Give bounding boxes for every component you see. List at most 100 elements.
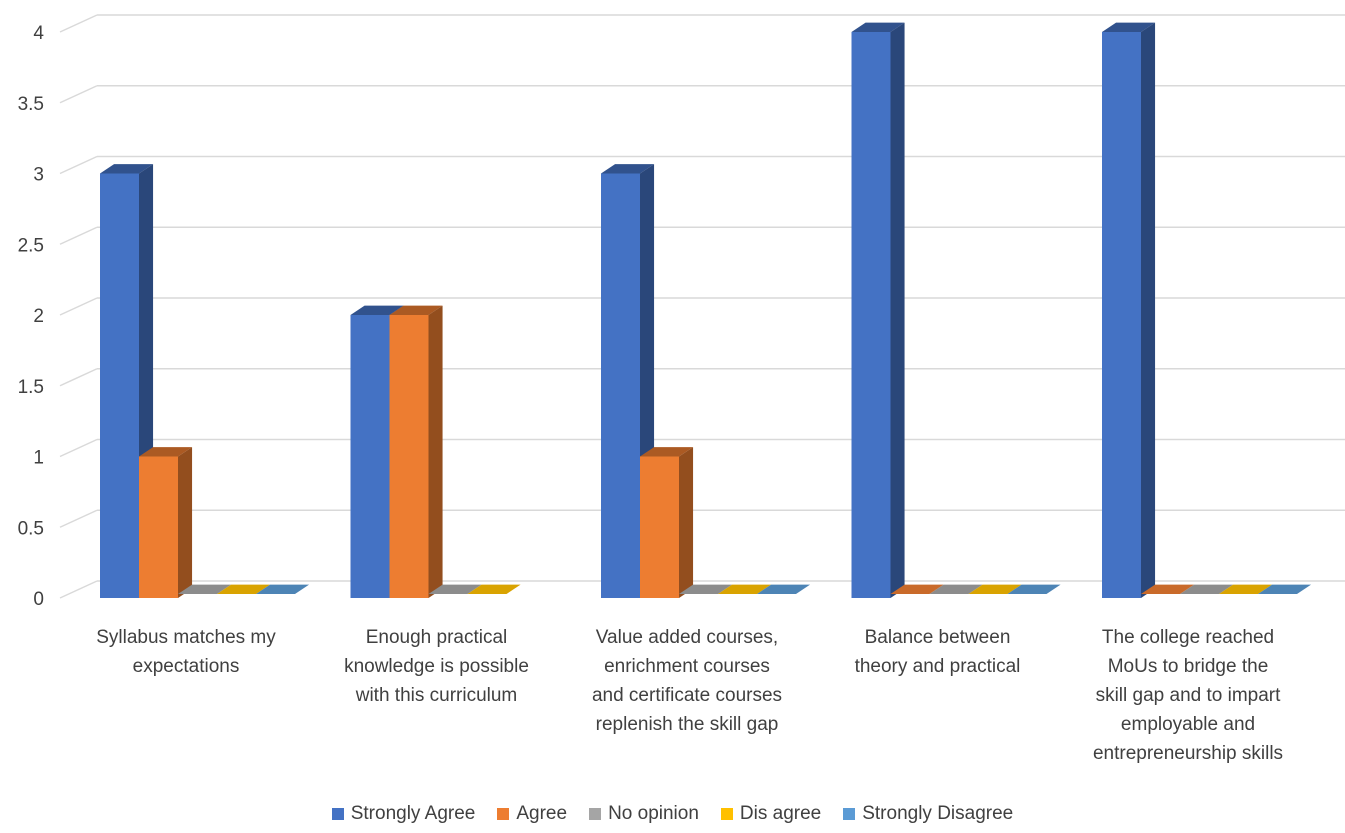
bar-side-face — [679, 447, 694, 598]
legend-label: Strongly Agree — [350, 803, 476, 824]
gridline-side — [59, 509, 98, 528]
legend-label: Strongly Disagree — [862, 803, 1014, 824]
bar — [1007, 584, 1061, 594]
bar-front-face — [100, 173, 139, 598]
legend-swatch — [497, 808, 510, 820]
legend-item: Agree — [497, 803, 567, 825]
x-category-label: employable and — [1121, 714, 1255, 735]
x-category-label: Syllabus matches my — [96, 627, 276, 648]
y-tick-label: 3 — [33, 165, 44, 186]
bar-top-face — [1007, 584, 1061, 594]
bar-top-face — [679, 584, 733, 594]
x-category-label: Enough practical — [366, 627, 508, 648]
bar — [178, 584, 232, 594]
legend-swatch — [589, 808, 602, 820]
x-category-label: MoUs to bridge the — [1108, 656, 1269, 677]
legend-item: Strongly Disagree — [843, 803, 1013, 825]
bar-front-face — [601, 173, 640, 598]
y-tick-label: 4 — [33, 23, 44, 44]
y-tick-label: 3.5 — [18, 94, 44, 115]
legend-label: Agree — [516, 803, 568, 824]
y-tick-label: 1 — [33, 448, 44, 469]
bar — [679, 584, 733, 594]
bar-top-face — [256, 584, 310, 594]
bar — [428, 584, 482, 594]
legend-swatch — [331, 808, 344, 820]
bar-side-face — [178, 447, 193, 598]
y-tick-label: 0.5 — [18, 518, 44, 539]
bar — [1258, 584, 1312, 594]
bar-front-face — [389, 315, 429, 598]
x-category-label: knowledge is possible — [344, 656, 529, 677]
x-category-label: The college reached — [1102, 627, 1274, 648]
x-category-label: enrichment courses — [604, 656, 770, 677]
gridline-side — [59, 14, 98, 33]
y-tick-label: 1.5 — [18, 377, 44, 398]
legend-item: Strongly Agree — [331, 803, 476, 825]
gridline-side — [59, 226, 98, 245]
bar-top-face — [1219, 584, 1273, 594]
x-category-label: entrepreneurship skills — [1093, 743, 1283, 764]
bar-top-face — [467, 584, 521, 594]
bar-front-face — [640, 456, 679, 598]
bar-top-face — [428, 584, 482, 594]
bar — [640, 447, 694, 598]
bar-top-face — [350, 305, 404, 315]
bar-top-face — [100, 164, 154, 174]
legend-item: Dis agree — [720, 803, 822, 825]
bar-front-face — [139, 456, 178, 598]
bar-top-face — [178, 584, 232, 594]
bar-top-face — [640, 447, 694, 457]
gridline-side — [59, 438, 98, 458]
bar-top-face — [718, 584, 772, 594]
legend-label: No opinion — [608, 803, 699, 824]
x-category-label: Value added courses, — [596, 627, 778, 648]
gridline-side — [59, 368, 98, 387]
bar — [1180, 584, 1234, 594]
bar — [1102, 22, 1156, 598]
bar-top-face — [757, 584, 811, 594]
bar-top-face — [1141, 584, 1195, 594]
gridline-side — [59, 155, 98, 175]
bar-top-face — [851, 22, 905, 32]
bar — [217, 584, 271, 594]
bar-top-face — [1258, 584, 1312, 594]
bar-side-face — [428, 305, 443, 598]
bar — [890, 584, 944, 594]
bar — [929, 584, 983, 594]
y-tick-label: 2.5 — [18, 235, 44, 256]
bar-top-face — [601, 164, 655, 174]
bar — [467, 584, 521, 594]
bar — [851, 22, 905, 598]
x-category-label: Balance between — [865, 627, 1011, 648]
bar-top-face — [890, 584, 944, 594]
x-category-label: with this curriculum — [355, 685, 518, 706]
bar-front-face — [350, 315, 390, 598]
bar-front-face — [851, 32, 891, 598]
x-category-label: skill gap and to impart — [1096, 685, 1282, 706]
gridline-side — [59, 85, 98, 104]
gridline-side — [59, 580, 98, 599]
bar — [968, 584, 1022, 594]
bar-front-face — [1102, 32, 1141, 598]
legend-swatch — [843, 808, 856, 820]
bar — [389, 305, 443, 598]
bar — [139, 447, 193, 598]
bar — [1219, 584, 1273, 594]
legend-label: Dis agree — [739, 803, 822, 824]
x-category-label: replenish the skill gap — [596, 714, 779, 735]
bar-top-face — [139, 447, 193, 457]
bar — [1141, 584, 1195, 594]
bar-top-face — [1180, 584, 1234, 594]
legend-swatch — [720, 808, 733, 820]
bar-top-face — [1102, 22, 1156, 32]
bar-top-face — [389, 305, 443, 315]
x-category-label: theory and practical — [855, 656, 1021, 677]
legend: Strongly Agree Agree No opinion Dis agree St… — [0, 803, 1345, 825]
y-tick-label: 2 — [33, 306, 44, 327]
y-tick-label: 0 — [33, 589, 44, 610]
bar — [718, 584, 772, 594]
bar-side-face — [1141, 22, 1156, 598]
legend-item: No opinion — [589, 803, 699, 825]
